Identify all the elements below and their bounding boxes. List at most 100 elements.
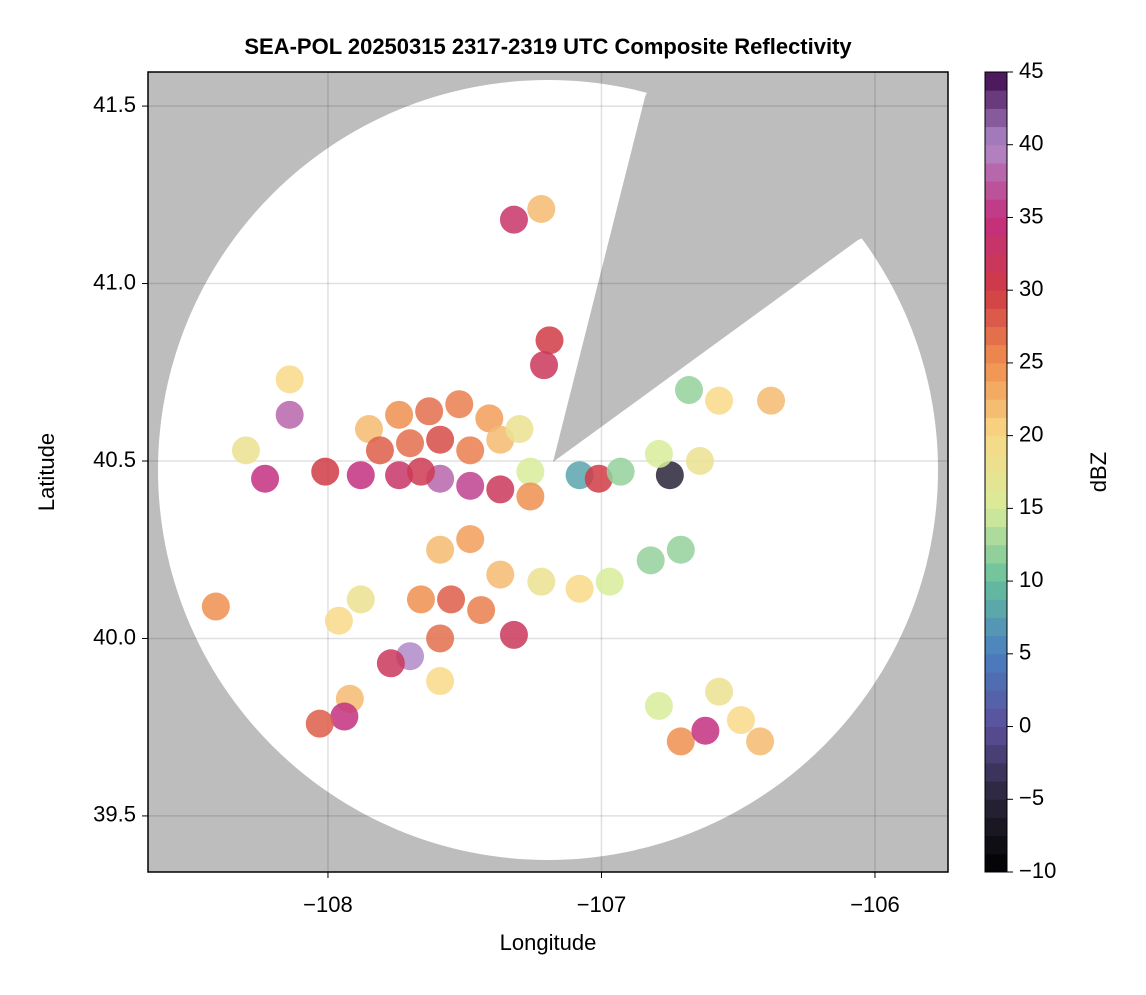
colorbar-band <box>985 762 1007 782</box>
reflectivity-cell <box>726 706 755 735</box>
reflectivity-cell <box>757 386 786 415</box>
colorbar-band <box>985 72 1007 91</box>
reflectivity-cell <box>655 461 684 490</box>
coverage <box>158 72 948 860</box>
reflectivity-cell <box>685 446 714 475</box>
colorbar-band <box>985 635 1007 655</box>
reflectivity-cell <box>499 620 528 649</box>
reflectivity-cell <box>426 535 455 564</box>
reflectivity-cell <box>231 436 260 465</box>
colorbar-band <box>985 235 1007 255</box>
colorbar-tick-label: 10 <box>1019 567 1043 592</box>
reflectivity-cell <box>346 585 375 614</box>
chart-title: SEA-POL 20250315 2317-2319 UTC Composite… <box>244 34 852 59</box>
colorbar-band <box>985 653 1007 673</box>
reflectivity-cell <box>445 390 474 419</box>
colorbar-band <box>985 599 1007 618</box>
reflectivity-cell <box>385 461 414 490</box>
x-tick-label: −106 <box>850 892 900 917</box>
colorbar-tick-label: 35 <box>1019 203 1043 228</box>
colorbar-frame <box>984 71 1008 873</box>
reflectivity-cell <box>324 606 353 635</box>
colorbar-tick-label: 0 <box>1019 712 1031 737</box>
colorbar-band <box>985 199 1007 218</box>
reflectivity-cell <box>636 546 665 575</box>
colorbar-band <box>985 744 1007 764</box>
reflectivity-cell <box>644 691 673 720</box>
reflectivity-cell <box>467 596 496 625</box>
colorbar-band <box>985 362 1007 382</box>
reflectivity-cell <box>644 439 673 468</box>
colorbar-band <box>985 508 1007 528</box>
colorbar-tick-label: −5 <box>1019 785 1044 810</box>
colorbar-band <box>985 108 1007 128</box>
colorbar-band <box>985 544 1007 564</box>
blocked-sector <box>553 72 948 462</box>
reflectivity-cell <box>426 425 455 454</box>
reflectivity-cell <box>354 415 383 444</box>
colorbar-tick-label: 25 <box>1019 349 1043 374</box>
reflectivity-cell <box>666 727 695 756</box>
reflectivity-cell <box>275 365 304 394</box>
reflectivity-cell <box>376 649 405 678</box>
colorbar-band <box>985 344 1007 364</box>
reflectivity-cell <box>346 461 375 490</box>
reflectivity-cell <box>535 326 564 355</box>
reflectivity-cell <box>406 585 435 614</box>
colorbar-band <box>985 526 1007 546</box>
reflectivity-cell <box>705 677 734 706</box>
reflectivity-cell <box>527 567 556 596</box>
colorbar-band <box>985 726 1007 746</box>
colorbar-band <box>985 217 1007 237</box>
colorbar-band <box>985 853 1007 873</box>
reflectivity-cell <box>486 560 515 589</box>
reflectivity-cell <box>674 376 703 405</box>
reflectivity-cell <box>251 464 280 493</box>
reflectivity-cell <box>486 475 515 504</box>
colorbar-band <box>985 617 1007 637</box>
reflectivity-cell <box>499 205 528 234</box>
reflectivity-cell <box>385 400 414 429</box>
colorbar-band <box>985 290 1007 309</box>
y-tick-label: 39.5 <box>93 802 136 827</box>
colorbar-tick-label: 40 <box>1019 131 1043 156</box>
colorbar-tick-label: 30 <box>1019 276 1043 301</box>
colorbar-band <box>985 581 1007 600</box>
colorbar-band <box>985 417 1007 437</box>
colorbar-band <box>985 562 1007 582</box>
reflectivity-cell <box>516 457 545 486</box>
colorbar-band <box>985 253 1007 273</box>
reflectivity-cell <box>201 592 230 621</box>
x-tick-label: −107 <box>577 892 627 917</box>
colorbar-band <box>985 835 1007 855</box>
colorbar-tick-label: −10 <box>1019 858 1056 883</box>
reflectivity-cell <box>365 436 394 465</box>
colorbar-label: dBZ <box>1086 452 1111 492</box>
colorbar-band <box>985 690 1007 709</box>
colorbar-tick-label: 20 <box>1019 421 1043 446</box>
colorbar-band <box>985 181 1007 200</box>
colorbar: −10 −5 0 5 10 15 20 25 30 35 40 45 <box>984 58 1056 883</box>
reflectivity <box>201 195 786 756</box>
colorbar-tick-label: 45 <box>1019 58 1043 83</box>
colorbar-band <box>985 672 1007 691</box>
reflectivity-cell <box>426 667 455 696</box>
reflectivity-cell <box>456 436 485 465</box>
y-axis-label: Latitude <box>34 433 59 511</box>
reflectivity-cell <box>606 457 635 486</box>
colorbar-band <box>985 162 1007 182</box>
reflectivity-cell <box>516 482 545 511</box>
reflectivity-cell <box>437 585 466 614</box>
reflectivity-cell <box>666 535 695 564</box>
reflectivity-cell <box>475 404 504 433</box>
reflectivity-cell <box>426 624 455 653</box>
colorbar-band <box>985 472 1007 491</box>
y-tick-label: 41.0 <box>93 269 136 294</box>
x-axis-label: Longitude <box>500 930 597 955</box>
colorbar-band <box>985 399 1007 418</box>
reflectivity-cell <box>456 471 485 500</box>
reflectivity-cell <box>584 464 613 493</box>
colorbar-band <box>985 326 1007 346</box>
reflectivity-cell <box>456 525 485 554</box>
